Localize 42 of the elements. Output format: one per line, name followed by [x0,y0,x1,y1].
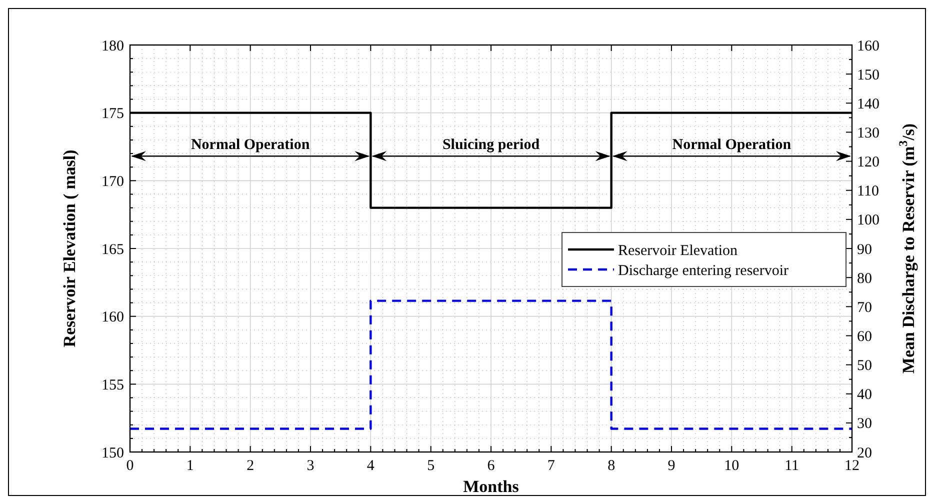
annotation: Normal Operation [190,137,310,154]
y2-tick-label: 20 [857,445,872,462]
x-tick-label: 10 [724,458,740,474]
x-tick-label: 3 [306,458,314,474]
x-tick-label: 7 [547,458,556,474]
x-tick-label: 4 [366,458,375,474]
y2-tick-label: 90 [857,242,872,258]
x-tick-label: 9 [668,458,676,474]
y2-tick-label: 150 [857,67,880,84]
x-tick-label: 2 [246,458,254,474]
y-tick-label: 160 [102,310,124,326]
y-tick-label: 165 [102,242,124,258]
x-tick-label: 8 [608,458,616,474]
annotation: Normal Operation [672,137,792,154]
y2-tick-label: 130 [857,125,880,142]
x-tick-label: 5 [427,458,435,474]
y-tick-label: 170 [102,174,124,190]
x-tick-label: 11 [784,458,800,474]
annotation: Sluicing period [442,137,540,154]
y2-tick-label: 30 [857,416,872,432]
y2-tick-label: 110 [857,184,879,200]
legend-label: Reservoir Elevation [618,242,738,259]
x-tick-label: 1 [186,458,194,474]
x-tick-label: 12 [844,458,860,474]
y-tick-label: 175 [102,106,124,122]
y2-tick-label: 80 [857,270,872,287]
y-tick-label: 150 [102,445,124,462]
y2-tick-label: 140 [857,96,880,112]
y2-tick-label: 60 [857,328,872,345]
y2-tick-label: 70 [857,300,872,316]
y2-tick-label: 40 [857,387,872,404]
y2-tick-label: 120 [857,154,880,171]
y2-tick-label: 160 [857,38,880,54]
y-tick-label: 180 [102,38,124,54]
y2-tick-label: 100 [857,212,880,229]
x-axis-title: Months [463,477,520,496]
legend-label: Discharge entering reservoir [618,262,788,279]
y-tick-label: 155 [102,377,124,394]
y2-tick-label: 50 [857,358,872,374]
x-tick-label: 0 [126,458,134,474]
y-axis-title: Reservoir Elevation ( masl) [60,150,79,348]
x-tick-label: 6 [487,458,496,474]
